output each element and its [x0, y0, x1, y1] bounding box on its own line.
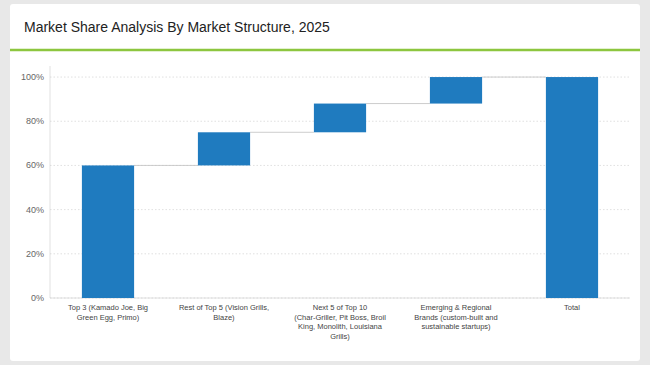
bar: [198, 132, 250, 165]
grid: [50, 77, 630, 298]
x-tick-label-line: Next 5 of Top 10: [313, 303, 367, 312]
grid-line: [50, 77, 630, 78]
grid-line: [50, 253, 630, 254]
y-tick-label: 20%: [26, 249, 44, 259]
x-tick-label-line: Total: [564, 303, 580, 312]
bar: [82, 165, 134, 298]
x-tick-label-line: Top 3 (Kamado Joe, Big: [68, 303, 148, 312]
x-tick-label-line: King, Monolith, Louisiana: [298, 322, 383, 331]
bar: [430, 77, 482, 104]
x-tick-label: Top 3 (Kamado Joe, BigGreen Egg, Primo): [68, 303, 148, 322]
bar: [546, 77, 598, 298]
connector: [250, 132, 314, 133]
connector: [366, 103, 430, 104]
bar: [314, 104, 366, 133]
x-tick-label-line: Green Egg, Primo): [77, 313, 140, 322]
connector: [482, 77, 546, 78]
x-tick-label-line: sustainable startups): [421, 322, 491, 331]
x-tick-label: Total: [564, 303, 580, 312]
x-tick-label: Rest of Top 5 (Vision Grills,Blaze): [179, 303, 269, 322]
card: [10, 4, 640, 361]
connector: [134, 165, 198, 166]
y-tick-label: 40%: [26, 205, 44, 215]
header-line: [10, 49, 640, 52]
x-tick-label-line: Emerging & Regional: [421, 303, 492, 312]
y-axis-line: [50, 66, 51, 298]
x-tick-label: Emerging & RegionalBrands (custom-built …: [414, 303, 497, 331]
y-tick-label: 60%: [26, 160, 44, 170]
y-tick-label: 100%: [21, 72, 44, 82]
x-tick-label: Next 5 of Top 10(Char-Griller, Pit Boss,…: [294, 303, 386, 341]
x-tick-label-line: Grills): [330, 332, 350, 341]
grid-line: [50, 298, 630, 299]
title: Market Share Analysis By Market Structur…: [24, 19, 330, 35]
x-tick-label-line: Brands (custom-built and: [414, 313, 497, 322]
grid-line: [50, 165, 630, 166]
grid-line: [50, 209, 630, 210]
x-tick-label-line: Blaze): [213, 313, 235, 322]
x-tick-label-line: (Char-Griller, Pit Boss, Broil: [294, 313, 386, 322]
chart: Market Share Analysis By Market Structur…: [0, 0, 650, 365]
marks: [82, 77, 598, 298]
x-axis-line: [50, 298, 630, 299]
x-tick-label-line: Rest of Top 5 (Vision Grills,: [179, 303, 269, 312]
y-tick-label: 0%: [31, 293, 44, 303]
y-tick-label: 80%: [26, 116, 44, 126]
